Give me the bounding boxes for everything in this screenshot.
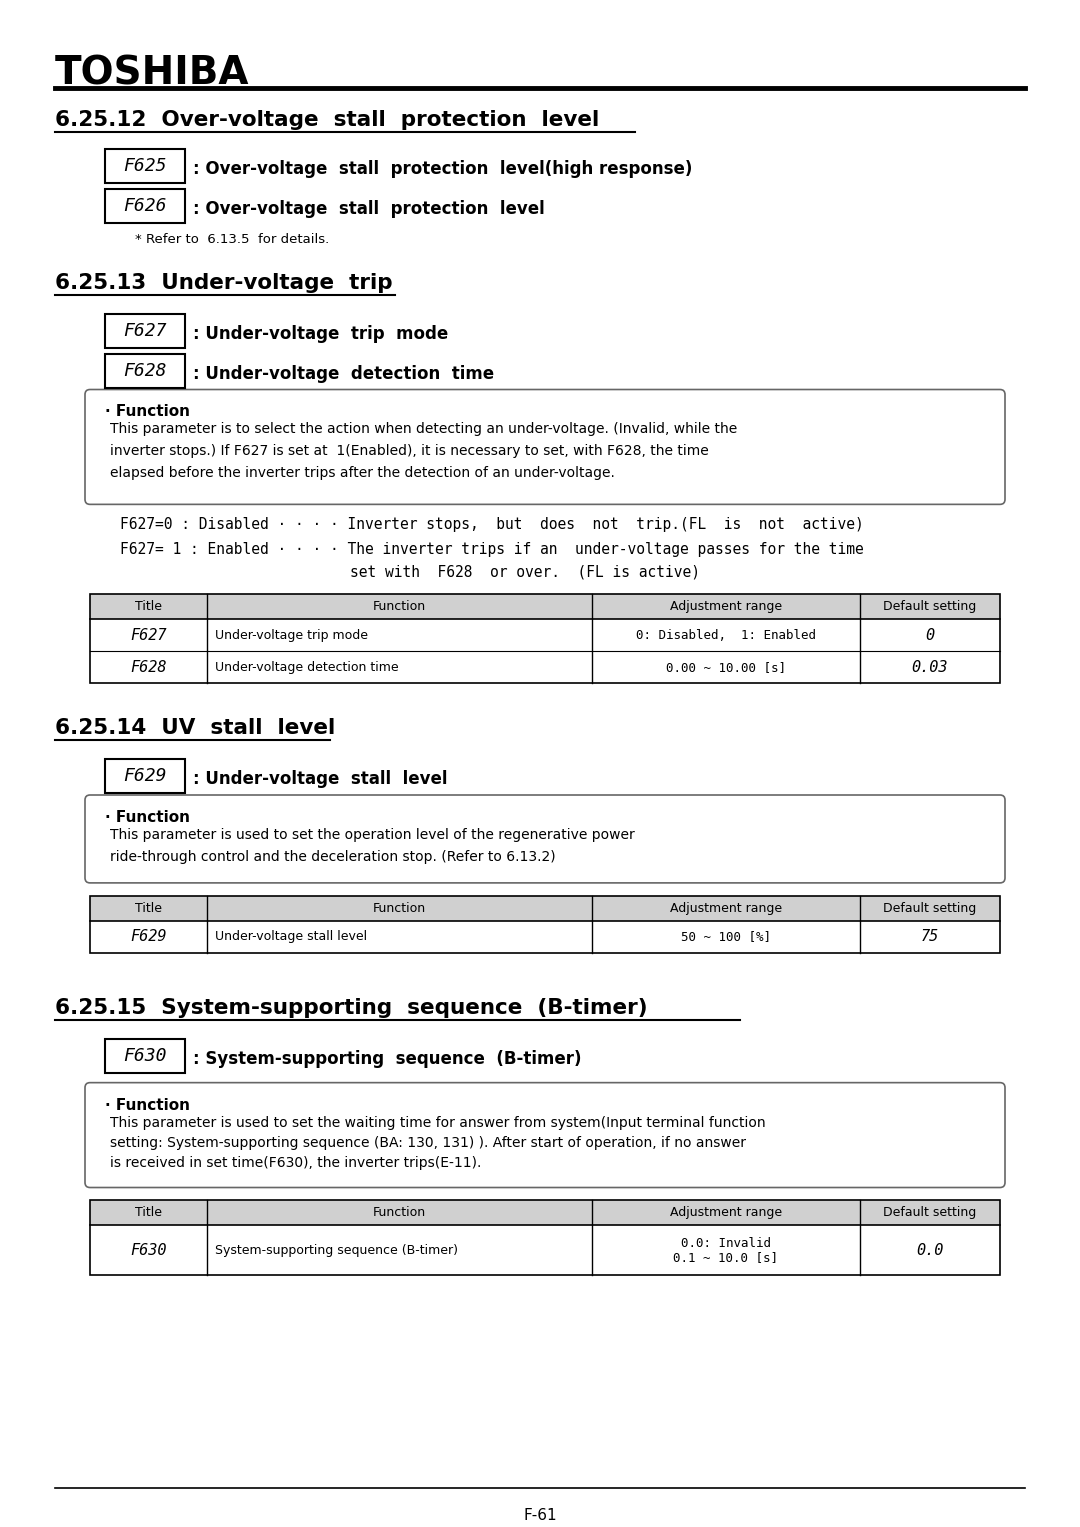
FancyBboxPatch shape — [105, 759, 185, 793]
Text: F627=0 : Disabled · · · · Inverter stops,  but  does  not  trip.(FL  is  not  ac: F627=0 : Disabled · · · · Inverter stops… — [120, 518, 864, 533]
Text: 6.25.12  Over-voltage  stall  protection  level: 6.25.12 Over-voltage stall protection le… — [55, 110, 599, 130]
Text: inverter stops.) If F627 is set at  1(Enabled), it is necessary to set, with F62: inverter stops.) If F627 is set at 1(Ena… — [110, 444, 708, 458]
Text: F628: F628 — [130, 660, 166, 675]
Text: Default setting: Default setting — [883, 600, 976, 614]
Text: 6.25.14  UV  stall  level: 6.25.14 UV stall level — [55, 718, 335, 738]
Text: F625: F625 — [123, 157, 166, 174]
Text: : Under-voltage  detection  time: : Under-voltage detection time — [193, 365, 495, 383]
Text: 6.25.13  Under-voltage  trip: 6.25.13 Under-voltage trip — [55, 273, 393, 293]
Text: F627= 1 : Enabled · · · · The inverter trips if an  under-voltage passes for the: F627= 1 : Enabled · · · · The inverter t… — [120, 542, 864, 557]
Text: : Under-voltage  trip  mode: : Under-voltage trip mode — [193, 325, 448, 342]
FancyBboxPatch shape — [85, 796, 1005, 883]
FancyBboxPatch shape — [90, 594, 1000, 620]
Text: : Over-voltage  stall  protection  level(high response): : Over-voltage stall protection level(hi… — [193, 160, 692, 177]
Text: This parameter is to select the action when detecting an under-voltage. (Invalid: This parameter is to select the action w… — [110, 423, 738, 437]
Text: · Function: · Function — [105, 1098, 190, 1113]
Text: elapsed before the inverter trips after the detection of an under-voltage.: elapsed before the inverter trips after … — [110, 466, 615, 481]
Text: F627: F627 — [123, 322, 166, 339]
FancyBboxPatch shape — [105, 189, 185, 223]
Text: Default setting: Default setting — [883, 1206, 976, 1220]
Text: * Refer to  6.13.5  for details.: * Refer to 6.13.5 for details. — [135, 232, 329, 246]
Text: Under-voltage detection time: Under-voltage detection time — [215, 661, 399, 673]
Text: 0.00 ~ 10.00 [s]: 0.00 ~ 10.00 [s] — [666, 661, 786, 673]
Text: 6.25.15  System-supporting  sequence  (B-timer): 6.25.15 System-supporting sequence (B-ti… — [55, 997, 648, 1019]
FancyBboxPatch shape — [105, 354, 185, 388]
Text: 0.0: 0.0 — [916, 1243, 944, 1258]
Text: setting: System-supporting sequence (BA: 130, 131) ). After start of operation, : setting: System-supporting sequence (BA:… — [110, 1136, 746, 1150]
Text: System-supporting sequence (B-timer): System-supporting sequence (B-timer) — [215, 1245, 458, 1257]
FancyBboxPatch shape — [85, 1083, 1005, 1188]
Text: Adjustment range: Adjustment range — [670, 902, 782, 915]
Text: : System-supporting  sequence  (B-timer): : System-supporting sequence (B-timer) — [193, 1049, 581, 1067]
Text: · Function: · Function — [105, 405, 190, 420]
Text: · Function: · Function — [105, 809, 190, 825]
Text: 50 ~ 100 [%]: 50 ~ 100 [%] — [680, 930, 771, 944]
Text: Function: Function — [373, 600, 426, 614]
Text: F629: F629 — [130, 930, 166, 944]
Text: Title: Title — [135, 902, 162, 915]
Text: F628: F628 — [123, 362, 166, 380]
Text: Adjustment range: Adjustment range — [670, 600, 782, 614]
Text: Under-voltage trip mode: Under-voltage trip mode — [215, 629, 367, 641]
FancyBboxPatch shape — [105, 313, 185, 348]
Text: : Over-voltage  stall  protection  level: : Over-voltage stall protection level — [193, 200, 544, 218]
Text: Function: Function — [373, 902, 426, 915]
FancyBboxPatch shape — [105, 148, 185, 183]
FancyBboxPatch shape — [90, 1200, 1000, 1226]
Text: TOSHIBA: TOSHIBA — [55, 55, 249, 93]
Text: F629: F629 — [123, 767, 166, 785]
Text: 0.0: Invalid: 0.0: Invalid — [680, 1237, 771, 1251]
Text: Adjustment range: Adjustment range — [670, 1206, 782, 1220]
Text: 75: 75 — [921, 930, 940, 944]
Text: This parameter is used to set the operation level of the regenerative power: This parameter is used to set the operat… — [110, 828, 635, 841]
FancyBboxPatch shape — [105, 1038, 185, 1072]
Text: This parameter is used to set the waiting time for answer from system(Input term: This parameter is used to set the waitin… — [110, 1116, 766, 1130]
Text: F630: F630 — [123, 1046, 166, 1064]
Text: Function: Function — [373, 1206, 426, 1220]
Text: 0.1 ~ 10.0 [s]: 0.1 ~ 10.0 [s] — [673, 1251, 779, 1264]
Text: Default setting: Default setting — [883, 902, 976, 915]
Text: Title: Title — [135, 1206, 162, 1220]
FancyBboxPatch shape — [85, 389, 1005, 504]
Text: F627: F627 — [130, 628, 166, 643]
Text: : Under-voltage  stall  level: : Under-voltage stall level — [193, 770, 447, 788]
Text: Under-voltage stall level: Under-voltage stall level — [215, 930, 367, 944]
Text: 0: 0 — [926, 628, 934, 643]
Text: Title: Title — [135, 600, 162, 614]
Text: F626: F626 — [123, 197, 166, 215]
Text: 0.03: 0.03 — [912, 660, 948, 675]
Text: ride-through control and the deceleration stop. (Refer to 6.13.2): ride-through control and the deceleratio… — [110, 851, 555, 864]
Text: F630: F630 — [130, 1243, 166, 1258]
Text: is received in set time(F630), the inverter trips(E-11).: is received in set time(F630), the inver… — [110, 1156, 482, 1170]
FancyBboxPatch shape — [90, 896, 1000, 921]
Text: 0: Disabled,  1: Enabled: 0: Disabled, 1: Enabled — [636, 629, 815, 641]
Text: set with  F628  or over.  (FL is active): set with F628 or over. (FL is active) — [350, 565, 700, 579]
Text: F-61: F-61 — [523, 1509, 557, 1522]
